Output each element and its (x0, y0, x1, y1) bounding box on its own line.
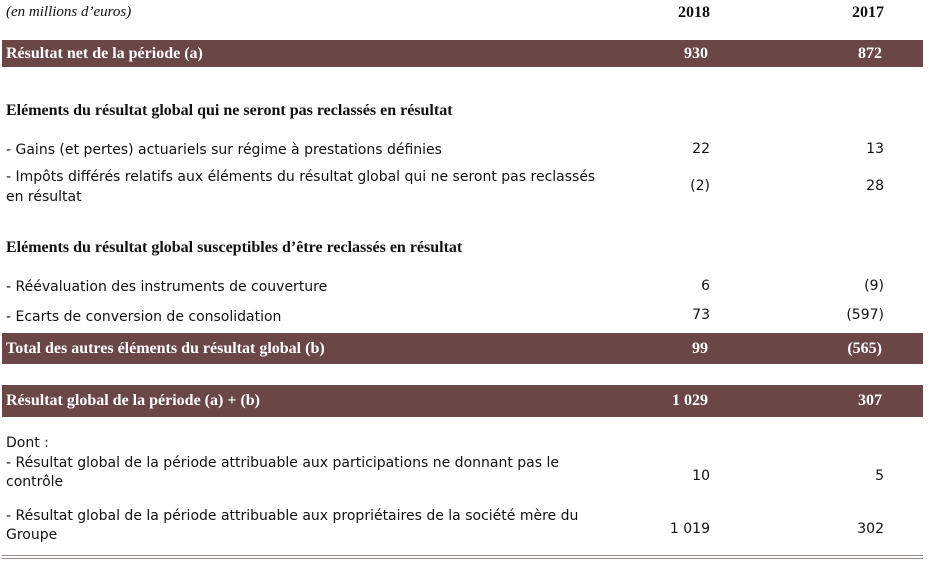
value-2017: 872 (858, 45, 882, 62)
row-label: Résultat global de la période (a) + (b) (6, 392, 260, 409)
row-label-actuarial: - Gains (et pertes) actuariels sur régim… (6, 142, 442, 158)
value-2018: 930 (684, 45, 708, 62)
value-2018-actuarial: 22 (692, 141, 710, 157)
year-2017-header: 2017 (852, 4, 884, 21)
total-other-row: Total des autres éléments du résultat gl… (2, 333, 923, 364)
value-2017-conversion: (597) (846, 307, 884, 323)
global-result-row: Résultat global de la période (a) + (b) … (2, 385, 923, 417)
section-heading-reclassifiable: Eléments du résultat global susceptibles… (6, 239, 463, 256)
section-heading-not-reclassified: Eléments du résultat global qui ne seron… (6, 102, 453, 119)
net-result-row: Résultat net de la période (a) 930 872 (2, 40, 923, 67)
row-label-deferred-tax-2: en résultat (6, 189, 82, 205)
value-2018-deferred-tax: (2) (690, 178, 710, 194)
row-label-minority-1: - Résultat global de la période attribua… (6, 455, 559, 471)
units-label: (en millions d’euros) (6, 4, 132, 20)
row-label-conversion: - Ecarts de conversion de consolidation (6, 309, 282, 325)
value-2018-minority: 10 (692, 468, 710, 484)
bottom-rule-2 (2, 558, 923, 559)
row-label-minority-2: contrôle (6, 474, 64, 490)
value-2017-hedging: (9) (864, 278, 884, 294)
value-2018: 99 (692, 340, 708, 357)
value-2017: 307 (858, 392, 882, 409)
value-2017-owners: 302 (857, 521, 884, 537)
row-label-deferred-tax-1: - Impôts différés relatifs aux éléments … (6, 169, 596, 185)
value-2017: (565) (847, 340, 882, 357)
value-2018-hedging: 6 (701, 278, 710, 294)
bottom-rule-1 (2, 555, 923, 556)
value-2018-owners: 1 019 (669, 521, 710, 537)
value-2017-minority: 5 (875, 468, 884, 484)
row-label-owners-1: - Résultat global de la période attribua… (6, 508, 579, 524)
row-label-owners-2: Groupe (6, 527, 58, 543)
value-2018: 1 029 (672, 392, 708, 409)
row-label: Résultat net de la période (a) (6, 45, 203, 62)
row-label: Total des autres éléments du résultat gl… (6, 340, 325, 357)
dont-label: Dont : (6, 435, 49, 451)
value-2017-deferred-tax: 28 (866, 178, 884, 194)
year-2018-header: 2018 (678, 4, 710, 21)
value-2017-actuarial: 13 (866, 141, 884, 157)
row-label-hedging: - Réévaluation des instruments de couver… (6, 279, 328, 295)
value-2018-conversion: 73 (692, 307, 710, 323)
